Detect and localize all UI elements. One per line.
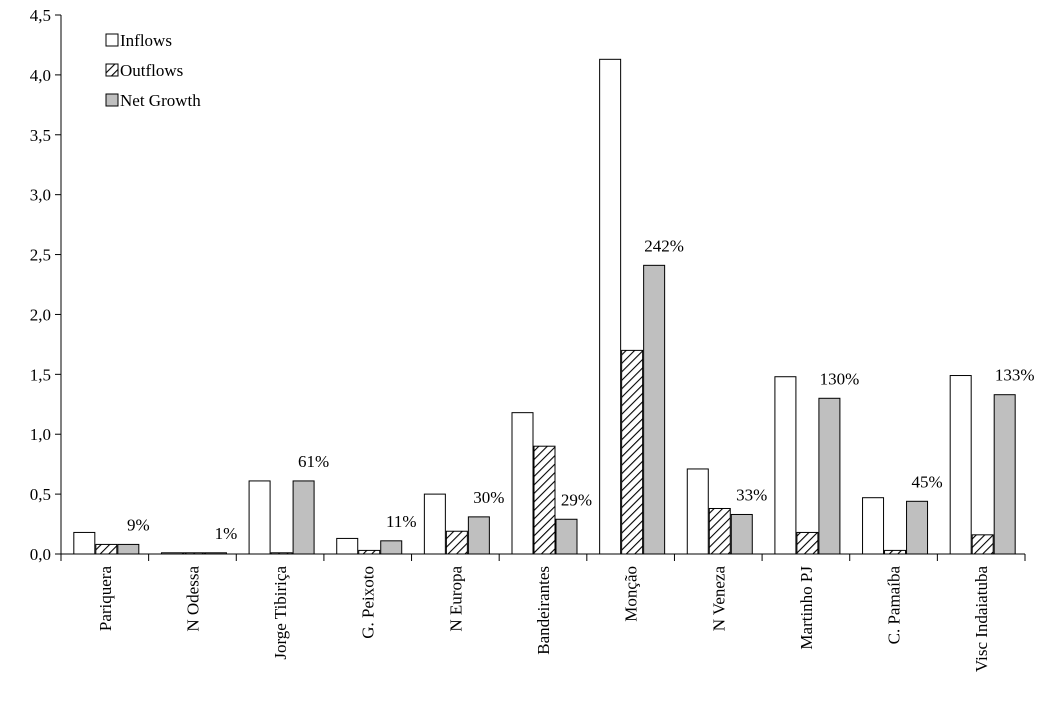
y-tick-label: 1,0 <box>30 425 51 444</box>
data-label: 1% <box>215 524 238 543</box>
bar-inflows <box>248 480 271 555</box>
y-tick-label: 1,5 <box>30 365 51 384</box>
y-tick-label: 0,0 <box>30 545 51 564</box>
bar-inflows <box>511 412 534 555</box>
bar-inflows <box>686 468 709 555</box>
x-category-label: N Europa <box>446 566 465 632</box>
bar-net-growth <box>643 264 666 555</box>
bar-outflows <box>358 549 381 555</box>
bar-net-growth <box>730 513 753 555</box>
legend: Inflows Outflows Net Growth <box>105 31 201 110</box>
data-label: 133% <box>995 366 1035 385</box>
bar-outflows <box>708 507 731 555</box>
bar-inflows <box>73 531 96 555</box>
x-category-label: N Odessa <box>183 566 202 632</box>
legend-label: Net Growth <box>120 91 201 110</box>
bar-inflows <box>336 537 359 555</box>
x-axis: Pariquera N Odessa Jorge Tibiriça G. Peixot… <box>60 553 1026 673</box>
y-tick-label: 0,5 <box>30 485 51 504</box>
y-tick-label: 3,5 <box>30 126 51 145</box>
bar-outflows <box>621 349 644 555</box>
bar-net-growth <box>555 518 578 555</box>
data-label: 33% <box>736 485 767 504</box>
bars <box>73 58 1016 555</box>
data-label: 9% <box>127 515 150 534</box>
x-category-label: Monção <box>622 566 641 622</box>
bar-net-growth <box>117 543 140 555</box>
data-label: 30% <box>473 488 504 507</box>
bar-outflows <box>270 552 293 555</box>
data-label: 11% <box>386 512 417 531</box>
bar-net-growth <box>467 516 490 555</box>
bar-inflows <box>160 552 183 555</box>
bar-outflows <box>533 445 556 555</box>
y-tick-label: 4,5 <box>30 6 51 25</box>
x-category-label: Martinho PJ <box>797 566 816 650</box>
x-category-label: G. Peixoto <box>359 566 378 639</box>
data-label: 130% <box>820 369 860 388</box>
y-axis: 0,0 0,5 1,0 1,5 2,0 2,5 3,0 3,5 4,0 4,5 <box>30 6 62 564</box>
bar-net-growth <box>204 552 227 555</box>
y-tick-label: 3,0 <box>30 186 51 205</box>
bar-net-growth <box>993 394 1016 555</box>
x-category-label: N Veneza <box>709 566 728 632</box>
y-tick-label: 4,0 <box>30 66 51 85</box>
legend-swatch-outflows <box>105 63 119 77</box>
bar-inflows <box>599 58 622 555</box>
bar-inflows <box>774 376 797 555</box>
y-tick-label: 2,0 <box>30 305 51 324</box>
data-labels: 9% 1% 61% 11% 30% 29% 242% 33% 130% 45% 133% <box>127 236 1035 542</box>
data-label: 61% <box>298 452 329 471</box>
bar-outflows <box>95 543 118 555</box>
y-tick-label: 2,5 <box>30 246 51 265</box>
bar-outflows <box>182 552 205 555</box>
bar-outflows <box>884 549 907 555</box>
x-category-label: Pariquera <box>96 566 115 632</box>
x-category-label: Jorge Tibiriça <box>271 566 290 660</box>
legend-swatch-inflows <box>105 33 119 47</box>
bar-outflows <box>445 530 468 555</box>
legend-label: Inflows <box>120 31 172 50</box>
legend-label: Outflows <box>120 61 183 80</box>
data-label: 242% <box>644 236 684 255</box>
bar-inflows <box>862 497 885 555</box>
bar-outflows <box>796 531 819 555</box>
bar-net-growth <box>818 397 841 555</box>
bar-outflows <box>971 534 994 555</box>
data-label: 29% <box>561 490 592 509</box>
x-category-label: C. Pamaíba <box>885 566 904 645</box>
bar-inflows <box>423 493 446 555</box>
legend-swatch-net-growth <box>105 93 119 107</box>
x-category-label: Bandeirantes <box>534 566 553 655</box>
data-label: 45% <box>911 472 942 491</box>
bar-net-growth <box>380 540 403 555</box>
x-category-label: Visc Indaiatuba <box>972 566 991 673</box>
bar-net-growth <box>292 480 315 555</box>
bar-inflows <box>949 375 972 555</box>
bar-net-growth <box>906 500 929 555</box>
